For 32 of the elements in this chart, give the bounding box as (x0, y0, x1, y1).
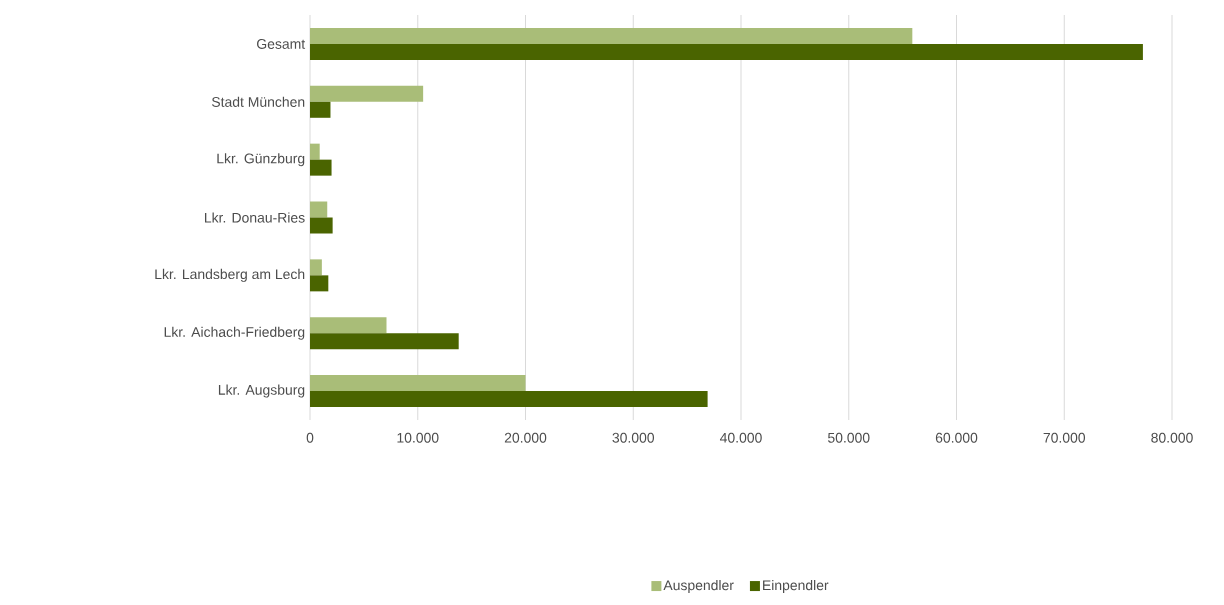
y-tick-label: Lkr. Landsberg am Lech (155, 268, 305, 282)
bar (310, 217, 333, 234)
bar (310, 201, 328, 218)
y-tick-label: Stadt München (211, 96, 305, 107)
x-tick-label: 10.000 (397, 432, 439, 443)
y-tick-label: Lkr. Augsburg (218, 384, 305, 398)
legend-label: Auspendler (663, 579, 734, 593)
bar (310, 101, 331, 118)
bar (310, 143, 320, 160)
bar (310, 27, 913, 44)
x-tick-label: 70.000 (1043, 432, 1086, 443)
bar (310, 259, 322, 276)
y-tick-label: Gesamt (257, 38, 306, 49)
y-tick-label: Lkr. Aichach-Friedberg (164, 326, 305, 340)
bar (310, 159, 332, 176)
x-tick-label: 60.000 (935, 432, 978, 443)
x-tick-label: 30.000 (612, 432, 655, 443)
bar (310, 43, 1143, 60)
y-tick-label: Lkr. Günzburg (217, 153, 305, 167)
x-tick-label: 80.000 (1151, 432, 1193, 443)
bar (310, 317, 387, 334)
bar (310, 375, 526, 392)
bar (310, 85, 424, 102)
bar (310, 333, 459, 350)
legend-label: Einpendler (763, 579, 829, 593)
x-tick-label: 20.000 (504, 432, 547, 443)
x-tick-label: 50.000 (827, 432, 870, 443)
bar (310, 275, 329, 292)
y-tick-label: Lkr. Donau-Ries (205, 212, 305, 223)
bar (310, 391, 708, 408)
x-tick-label: 40.000 (719, 432, 762, 443)
x-tick-label: 0 (306, 432, 314, 443)
